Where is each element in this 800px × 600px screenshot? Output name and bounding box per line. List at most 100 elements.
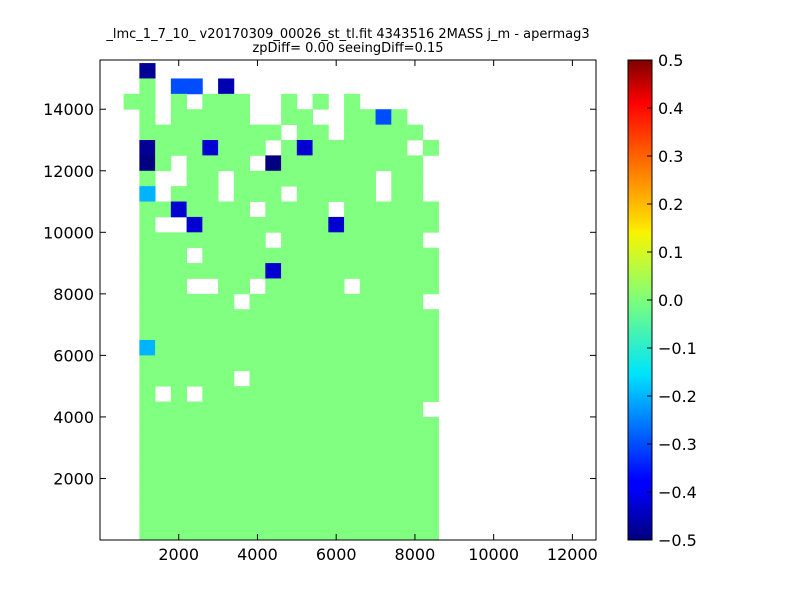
colorbar-tick-label: 0.2 [658,195,683,214]
heatmap-cell [218,216,235,233]
heatmap-cell [391,432,408,449]
heatmap-cell [359,263,376,279]
heatmap-cell [281,293,298,310]
heatmap-cell [391,278,408,295]
heatmap-cell [296,524,313,541]
heatmap-cell [391,155,408,172]
heatmap-cell [422,278,439,295]
heatmap-cell [155,478,172,495]
heatmap-cell [265,463,282,479]
heatmap-cell [359,293,376,310]
heatmap-cell [296,155,313,172]
heatmap-cell [296,216,313,233]
heatmap-cell [265,155,282,172]
heatmap-cell [265,401,282,418]
heatmap-cell [422,355,439,372]
heatmap-cell [296,309,313,326]
heatmap-cell [281,340,298,356]
heatmap-cell [233,186,250,202]
heatmap-cell [170,278,188,295]
heatmap-cell [407,324,424,341]
heatmap-cell [186,463,203,479]
heatmap-cell [233,463,250,479]
heatmap-cell [344,463,361,479]
heatmap-cell [155,247,172,264]
heatmap-cell [359,140,376,156]
heatmap-cell [422,309,439,326]
heatmap-cell [391,247,408,264]
heatmap-cell [312,186,329,202]
heatmap-cell [139,155,156,172]
heatmap-cell [249,370,266,387]
heatmap-cell [312,478,329,495]
heatmap-cell [265,170,282,187]
heatmap-cell [359,493,376,510]
heatmap-cell [312,524,329,541]
heatmap-cell [407,170,424,187]
heatmap-cell [312,463,329,479]
heatmap-cell [359,232,376,249]
heatmap-cell [422,447,439,464]
heatmap-cell [170,370,188,387]
heatmap-cell [312,232,329,249]
heatmap-cell [296,432,313,449]
heatmap-cell [344,416,361,433]
heatmap-cell [296,447,313,464]
heatmap-cell [312,340,329,356]
heatmap-cell [186,416,203,433]
heatmap-cell [139,463,156,479]
heatmap-cell [344,355,361,372]
heatmap-cell [296,293,313,310]
heatmap-cell [391,216,408,233]
heatmap-cell [139,370,156,387]
heatmap-cell [155,447,172,464]
y-axis: 2000 4000 6000 8000 10000 12000 14000 [43,100,596,488]
heatmap-cell [202,370,219,387]
x-axis: 2000 4000 6000 8000 10000 12000 [158,60,598,564]
heatmap-cell [359,416,376,433]
heatmap-cell [407,478,424,495]
heatmap-cell [249,309,266,326]
heatmap-cell [407,201,424,218]
heatmap-cell [375,293,392,310]
heatmap-cell [186,186,203,202]
heatmap-cell [139,216,156,233]
heatmap-cell [344,370,361,387]
heatmap-cell [218,524,235,541]
heatmap-cell [407,247,424,264]
heatmap-cell [359,124,376,141]
heatmap-cell [218,278,235,295]
heatmap-cell [375,140,392,156]
heatmap-cell [391,509,408,526]
heatmap-cell [155,432,172,449]
x-tick-label: 10000 [468,545,519,564]
heatmap-cell [139,140,156,156]
heatmap-cell [407,493,424,510]
heatmap-cell [328,401,345,418]
heatmap-cell [281,93,298,110]
heatmap-cell [265,324,282,341]
heatmap-cell [139,432,156,449]
heatmap-cell [202,93,219,110]
heatmap-cell [344,109,361,126]
heatmap-cell [359,324,376,341]
heatmap-cell [375,232,392,249]
heatmap-cell [375,463,392,479]
colorbar-ticks: −0.5 −0.4 −0.3 −0.2 −0.1 0.0 0.1 0.2 0.3 0.4 0.5 [647,51,697,550]
heatmap-cell [375,201,392,218]
heatmap-cell [265,447,282,464]
heatmap-cell [170,340,188,356]
heatmap-cell [375,340,392,356]
heatmap-cell [312,324,329,341]
heatmap-cell [281,140,298,156]
heatmap-cell [375,478,392,495]
heatmap-cell [281,524,298,541]
heatmap-cell [265,416,282,433]
heatmap-cell [139,278,156,295]
heatmap-cell [281,232,298,249]
heatmap-cell [218,324,235,341]
heatmap-cell [139,63,156,79]
heatmap-cell [344,93,361,110]
heatmap-cell [218,432,235,449]
